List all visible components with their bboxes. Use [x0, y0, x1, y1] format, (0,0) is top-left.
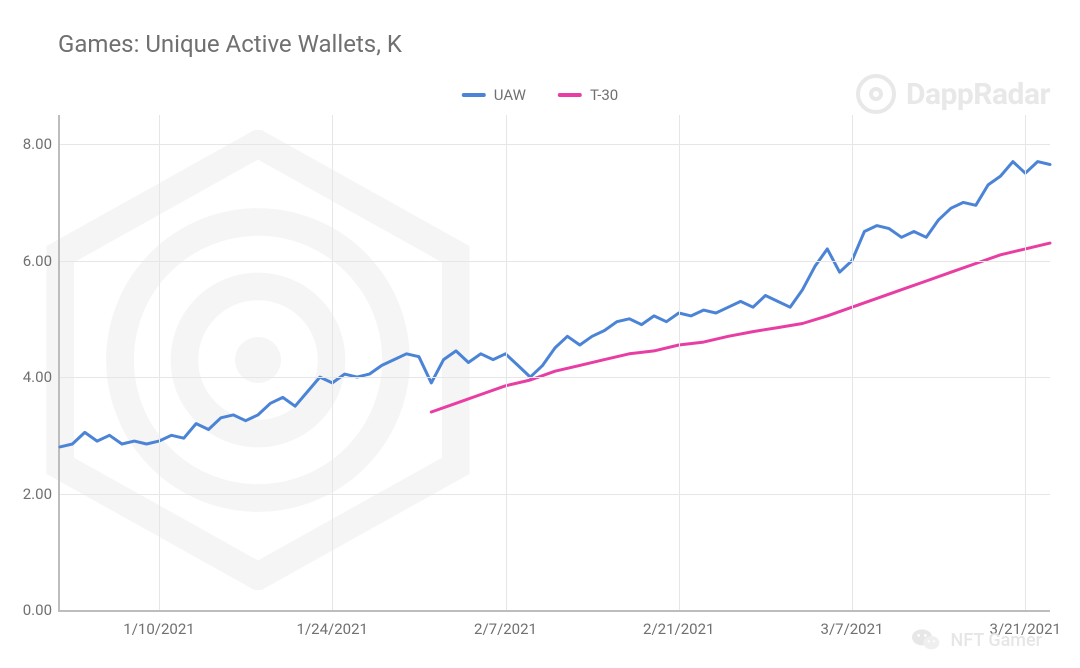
- gridline-horizontal: [60, 494, 1050, 495]
- dappradar-text: DappRadar: [906, 77, 1050, 112]
- legend-label: T-30: [590, 86, 618, 104]
- nftgamer-text: NFT Gamer: [950, 630, 1042, 651]
- chart-legend: UAW T-30: [462, 86, 618, 104]
- legend-swatch: [462, 93, 486, 97]
- gridline-horizontal: [60, 144, 1050, 145]
- y-axis-tick-label: 0.00: [23, 601, 60, 619]
- y-axis-tick-label: 2.00: [23, 485, 60, 503]
- legend-item: T-30: [558, 86, 618, 104]
- chart-lines-svg: [60, 115, 1050, 610]
- dappradar-watermark: DappRadar: [856, 74, 1050, 114]
- series-line: [60, 162, 1050, 447]
- wechat-icon: [910, 624, 942, 656]
- chart-title: Games: Unique Active Wallets, K: [58, 30, 1050, 58]
- legend-swatch: [558, 93, 582, 97]
- legend-label: UAW: [494, 86, 526, 104]
- gridline-horizontal: [60, 377, 1050, 378]
- dappradar-badge-icon: [856, 74, 896, 114]
- x-axis-tick-label: 2/21/2021: [643, 610, 714, 638]
- chart-container: Games: Unique Active Wallets, K DappRada…: [0, 0, 1080, 668]
- gridline-vertical: [852, 115, 853, 610]
- gridline-vertical: [1025, 115, 1026, 610]
- x-axis-tick-label: 3/7/2021: [821, 610, 884, 638]
- gridline-horizontal: [60, 261, 1050, 262]
- y-axis-tick-label: 4.00: [23, 368, 60, 386]
- series-line: [431, 243, 1050, 412]
- gridline-vertical: [159, 115, 160, 610]
- x-axis-tick-label: 2/7/2021: [474, 610, 537, 638]
- legend-item: UAW: [462, 86, 526, 104]
- y-axis-tick-label: 6.00: [23, 252, 60, 270]
- nftgamer-watermark: NFT Gamer: [910, 624, 1042, 656]
- gridline-vertical: [506, 115, 507, 610]
- gridline-vertical: [679, 115, 680, 610]
- gridline-vertical: [332, 115, 333, 610]
- y-axis-tick-label: 8.00: [23, 135, 60, 153]
- chart-plot-area: 0.002.004.006.008.001/10/20211/24/20212/…: [58, 115, 1050, 612]
- x-axis-tick-label: 1/24/2021: [297, 610, 368, 638]
- x-axis-tick-label: 1/10/2021: [123, 610, 194, 638]
